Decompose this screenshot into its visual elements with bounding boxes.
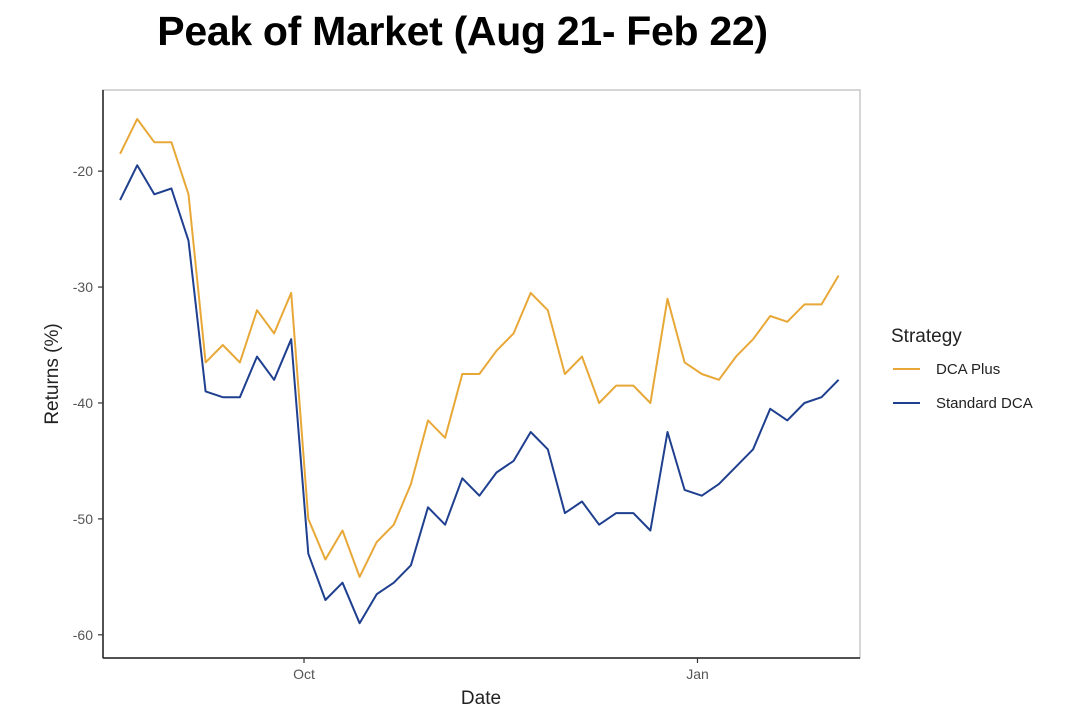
x-axis-ticks: Oct Jan — [293, 658, 709, 682]
legend-title: Strategy — [891, 326, 962, 347]
y-tick-label: -60 — [73, 627, 93, 643]
series-line-dca-plus — [119, 118, 840, 578]
legend-items: DCA Plus Standard DCA — [893, 361, 1033, 412]
legend: Strategy DCA Plus Standard DCA — [891, 326, 1033, 412]
y-tick-label: -40 — [73, 395, 93, 411]
x-tick-label: Oct — [293, 666, 315, 682]
y-tick-label: -30 — [73, 279, 93, 295]
plot-panel — [102, 89, 861, 659]
y-tick-label: -20 — [73, 163, 93, 179]
y-tick-label: -50 — [73, 511, 93, 527]
chart-title: Peak of Market (Aug 21- Feb 22) — [157, 8, 768, 54]
legend-label-dca-plus: DCA Plus — [936, 361, 1000, 378]
y-axis-ticks: -60 -50 -40 -30 -20 — [73, 163, 103, 643]
x-axis-title: Date — [461, 688, 501, 709]
series-line-standard-dca — [119, 164, 840, 625]
legend-label-standard-dca: Standard DCA — [936, 395, 1033, 412]
series-lines — [119, 118, 840, 625]
x-tick-label: Jan — [686, 666, 709, 682]
y-axis-title: Returns (%) — [42, 323, 63, 424]
